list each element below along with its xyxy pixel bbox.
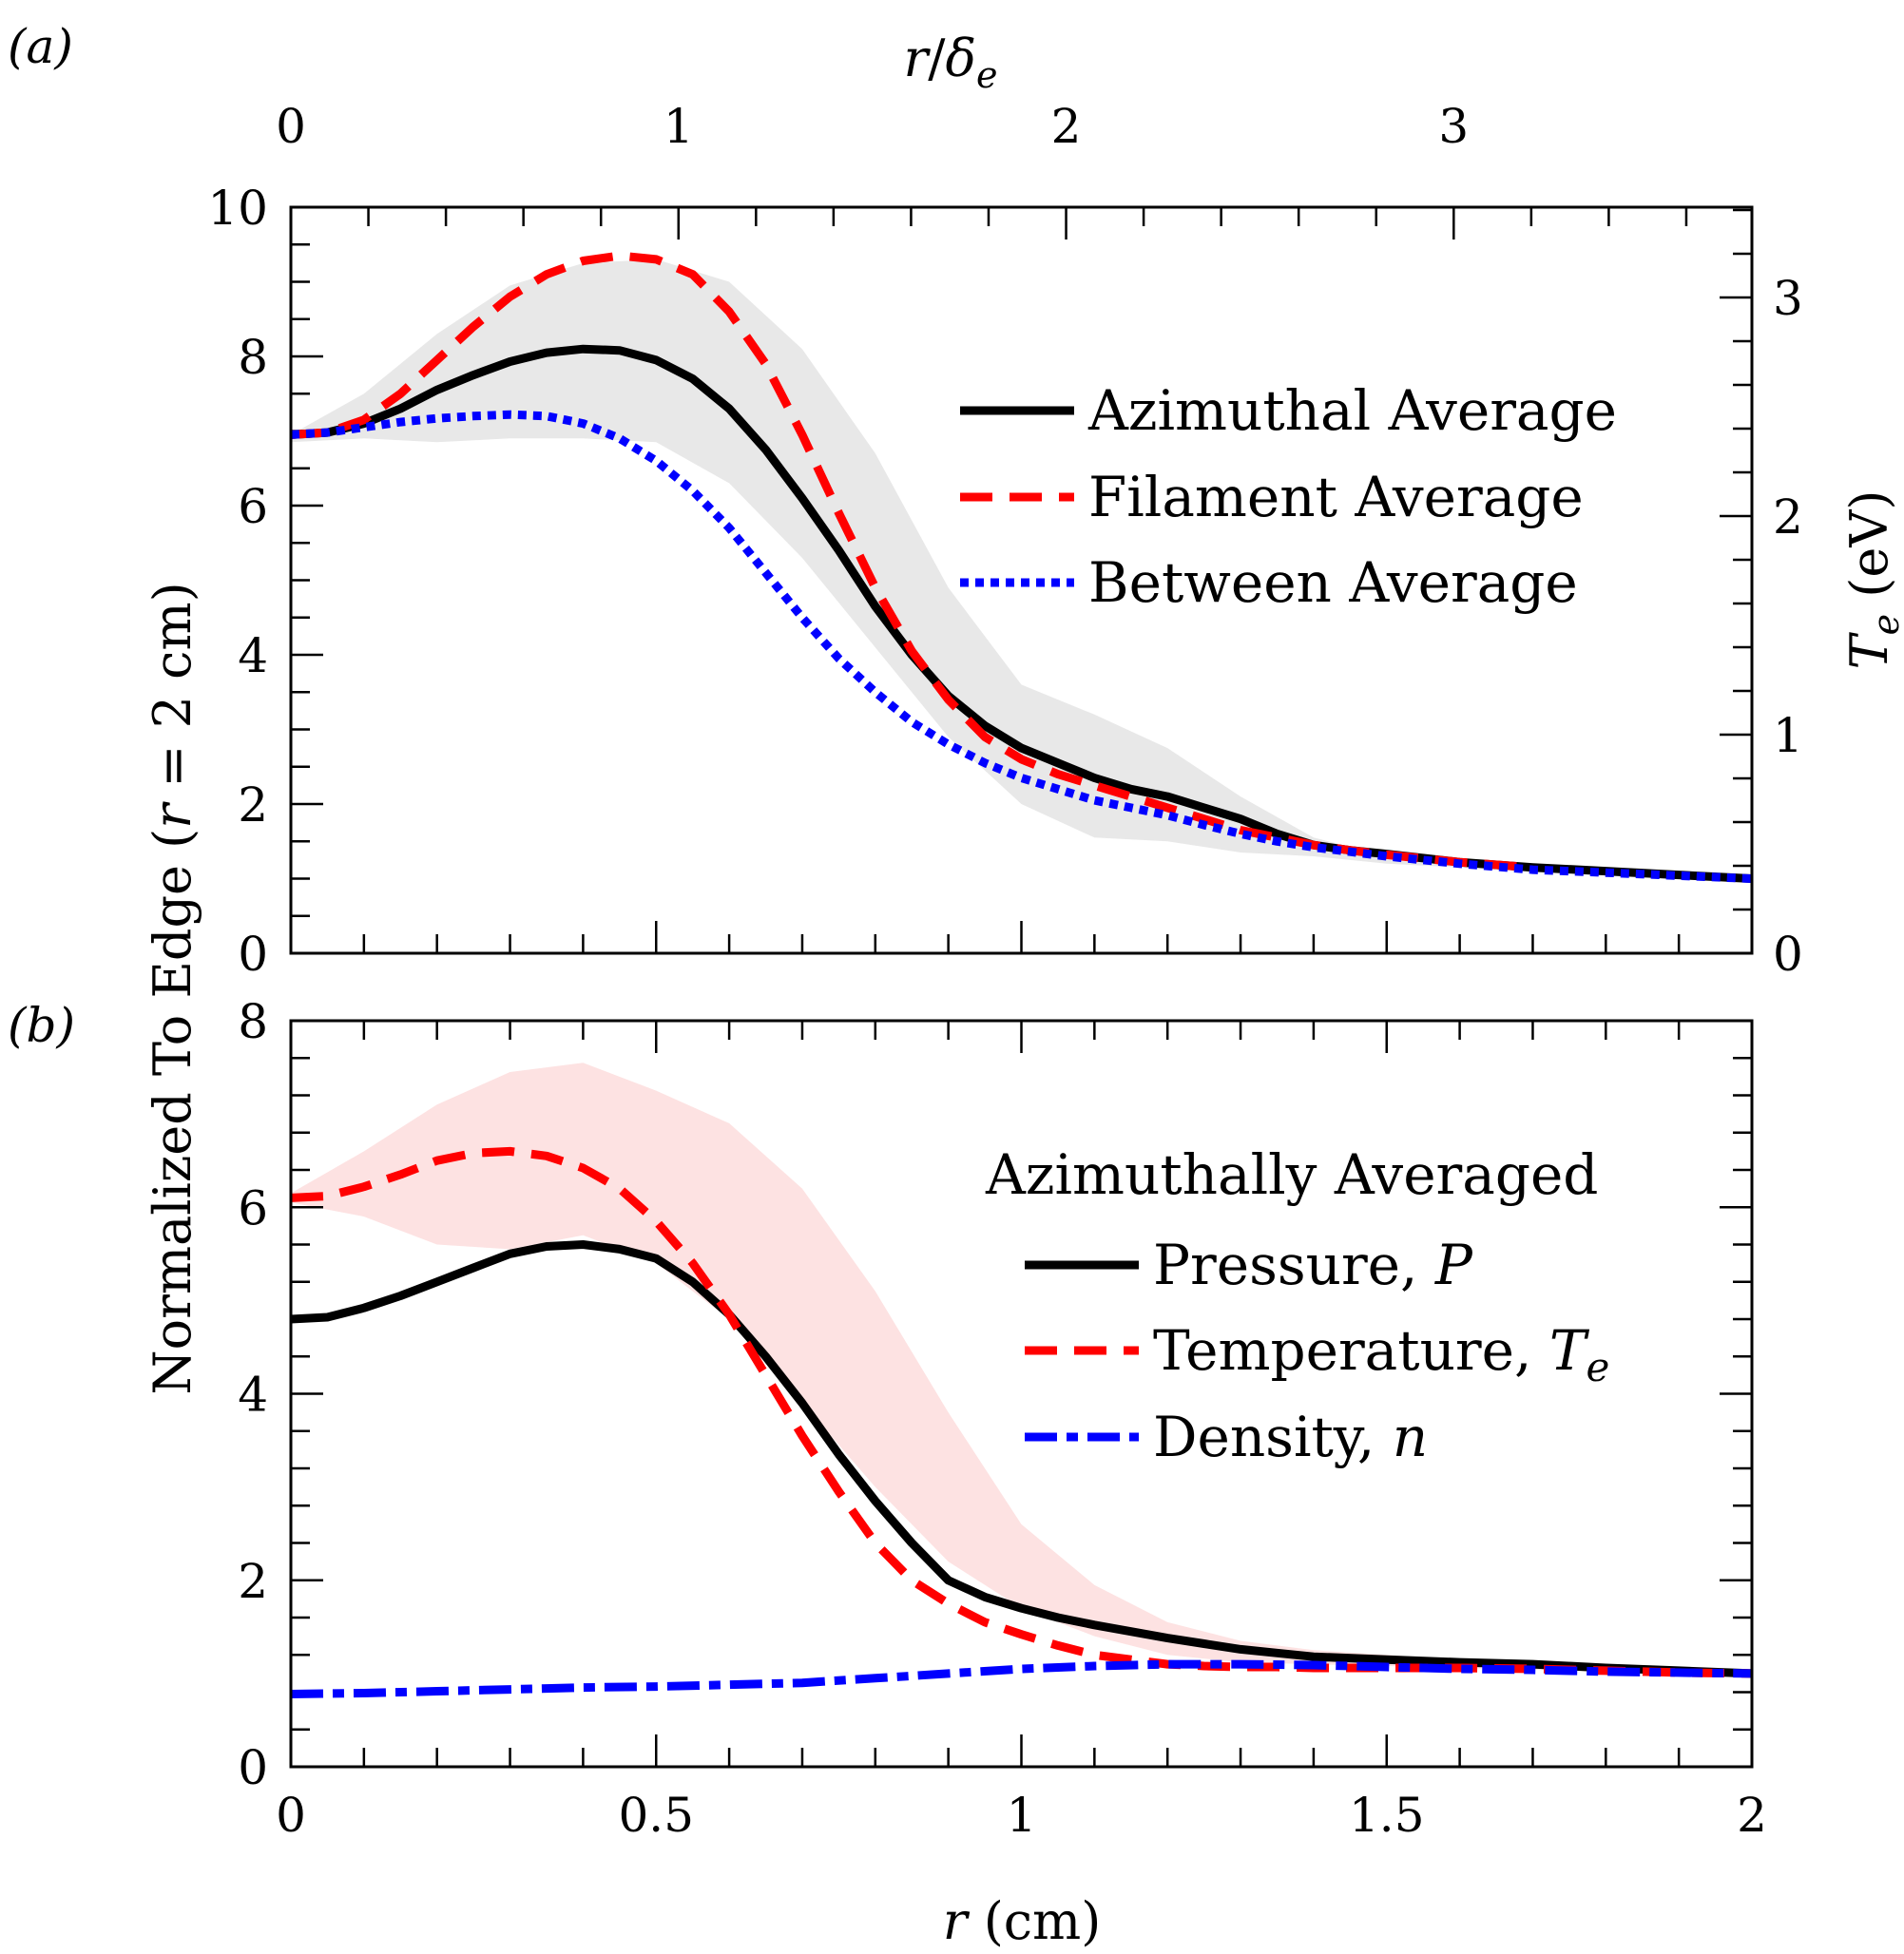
legend-a-item-filament: Filament Average <box>1088 465 1584 529</box>
legend-a: Azimuthal Average Filament Average Betwe… <box>960 378 1617 615</box>
right-tick-label: 3 <box>1773 271 1803 326</box>
y-tick-label: 4 <box>238 628 268 683</box>
panel-b: 0 0.5 1 1.5 2 0 2 4 6 8 (b) Azimuthally Averaged … <box>8 994 1767 1843</box>
y-tick-label: 6 <box>238 1180 268 1236</box>
x-tick-label: 0.5 <box>618 1788 694 1843</box>
legend-a-item-between: Between Average <box>1088 550 1578 615</box>
top-tick-label: 0 <box>276 99 306 154</box>
panel-b-label: (b) <box>8 998 75 1053</box>
right-tick-label: 1 <box>1773 708 1803 763</box>
y-tick-label: 2 <box>238 1554 268 1609</box>
y-tick-label: 4 <box>238 1368 268 1423</box>
x-tick-label: 1.5 <box>1349 1788 1425 1843</box>
top-tick-label: 2 <box>1051 99 1082 154</box>
y-tick-label: 6 <box>238 479 268 534</box>
x-axis-title: r (cm) <box>943 1891 1102 1951</box>
x-tick-label: 0 <box>276 1788 306 1843</box>
top-axis-title: r/δe <box>903 29 997 96</box>
y-tick-label: 8 <box>238 330 268 385</box>
y-tick-label: 10 <box>207 181 268 236</box>
legend-b: Azimuthally Averaged Pressure, P Tempera… <box>985 1142 1609 1469</box>
top-tick-label: 1 <box>664 99 694 154</box>
series-line-b-1 <box>291 1146 1752 1678</box>
y-tick-label: 0 <box>238 927 268 982</box>
series-line-b-2 <box>291 1659 1752 1698</box>
right-tick-label: 0 <box>1773 927 1803 982</box>
x-tick-label: 1 <box>1007 1788 1037 1843</box>
x-tick-label: 2 <box>1737 1788 1767 1843</box>
y-tick-label: 0 <box>238 1740 268 1795</box>
panel-a-label: (a) <box>8 19 73 74</box>
top-tick-label: 3 <box>1438 99 1469 154</box>
y-axis-title: Normalized To Edge (r = 2 cm) <box>143 582 202 1394</box>
right-tick-label: 2 <box>1773 489 1803 545</box>
band-a <box>291 259 1752 879</box>
legend-b-item-density: Density, n <box>1153 1405 1428 1469</box>
y-tick-label: 8 <box>238 994 268 1049</box>
series-line-a-2 <box>291 410 1752 883</box>
right-axis-title: Te (eV) <box>1839 490 1904 670</box>
panel-b-frame <box>289 1019 1754 1769</box>
legend-a-item-azimuthal: Azimuthal Average <box>1087 378 1617 443</box>
series-line-b-0 <box>291 1240 1752 1678</box>
band-b <box>291 1063 1752 1674</box>
panel-a-frame <box>289 205 1754 955</box>
legend-b-title: Azimuthally Averaged <box>985 1142 1598 1207</box>
legend-b-item-temperature: Temperature, Te <box>1153 1318 1609 1390</box>
legend-b-item-pressure: Pressure, P <box>1153 1233 1473 1297</box>
y-tick-label: 2 <box>238 777 268 833</box>
